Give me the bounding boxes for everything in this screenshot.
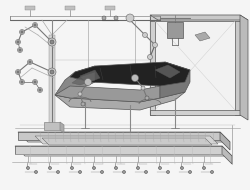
Circle shape — [114, 166, 117, 169]
Circle shape — [28, 59, 32, 64]
Circle shape — [48, 68, 56, 76]
Polygon shape — [167, 22, 183, 38]
Circle shape — [122, 170, 126, 173]
Polygon shape — [42, 138, 212, 145]
Polygon shape — [55, 92, 185, 110]
Circle shape — [126, 14, 134, 22]
Circle shape — [32, 22, 38, 28]
Circle shape — [188, 170, 192, 173]
Circle shape — [180, 166, 184, 169]
Polygon shape — [55, 86, 160, 102]
Circle shape — [136, 166, 140, 169]
Circle shape — [50, 40, 54, 44]
Circle shape — [20, 79, 24, 85]
Polygon shape — [15, 146, 232, 156]
Polygon shape — [150, 110, 240, 115]
Circle shape — [144, 170, 148, 173]
Circle shape — [16, 40, 20, 44]
Circle shape — [70, 166, 74, 169]
Polygon shape — [80, 70, 100, 83]
Circle shape — [34, 170, 37, 173]
Polygon shape — [220, 132, 230, 150]
Circle shape — [26, 166, 30, 169]
Circle shape — [39, 89, 41, 91]
Circle shape — [20, 29, 24, 35]
Circle shape — [21, 81, 23, 83]
Circle shape — [100, 170, 103, 173]
Circle shape — [210, 170, 214, 173]
Circle shape — [148, 55, 152, 59]
Circle shape — [32, 79, 38, 85]
Circle shape — [202, 166, 205, 169]
Polygon shape — [72, 72, 95, 85]
Polygon shape — [18, 132, 220, 140]
Polygon shape — [35, 136, 218, 144]
Polygon shape — [65, 6, 75, 10]
Polygon shape — [240, 15, 248, 120]
Circle shape — [132, 74, 138, 82]
Polygon shape — [222, 146, 232, 164]
Circle shape — [16, 70, 20, 74]
Circle shape — [38, 88, 43, 93]
Circle shape — [34, 24, 36, 26]
Circle shape — [141, 86, 145, 90]
Polygon shape — [150, 15, 240, 21]
Polygon shape — [235, 15, 240, 115]
Polygon shape — [195, 32, 210, 41]
Circle shape — [142, 32, 148, 37]
Polygon shape — [160, 62, 190, 98]
Circle shape — [18, 48, 22, 52]
Polygon shape — [55, 66, 95, 98]
Circle shape — [81, 102, 85, 106]
Circle shape — [17, 41, 19, 43]
Circle shape — [92, 166, 96, 169]
Circle shape — [166, 170, 170, 173]
Circle shape — [84, 78, 91, 86]
Circle shape — [17, 71, 19, 73]
Polygon shape — [155, 65, 180, 78]
Circle shape — [102, 16, 106, 20]
Polygon shape — [105, 6, 115, 10]
Polygon shape — [150, 15, 240, 115]
Polygon shape — [60, 122, 64, 133]
Circle shape — [78, 92, 82, 96]
Circle shape — [48, 38, 56, 46]
Circle shape — [78, 170, 82, 173]
Circle shape — [34, 81, 36, 83]
Circle shape — [29, 61, 31, 63]
Polygon shape — [25, 6, 35, 10]
Circle shape — [19, 49, 21, 51]
Circle shape — [152, 43, 158, 48]
Circle shape — [114, 16, 118, 20]
Polygon shape — [15, 146, 222, 154]
Circle shape — [48, 166, 51, 169]
Circle shape — [145, 96, 149, 100]
Polygon shape — [18, 132, 230, 142]
Polygon shape — [49, 35, 55, 128]
Polygon shape — [70, 62, 190, 86]
Circle shape — [158, 166, 162, 169]
Polygon shape — [150, 15, 248, 20]
Circle shape — [21, 31, 23, 33]
Polygon shape — [44, 122, 60, 130]
Circle shape — [50, 70, 54, 74]
Circle shape — [56, 170, 59, 173]
Polygon shape — [150, 15, 155, 115]
